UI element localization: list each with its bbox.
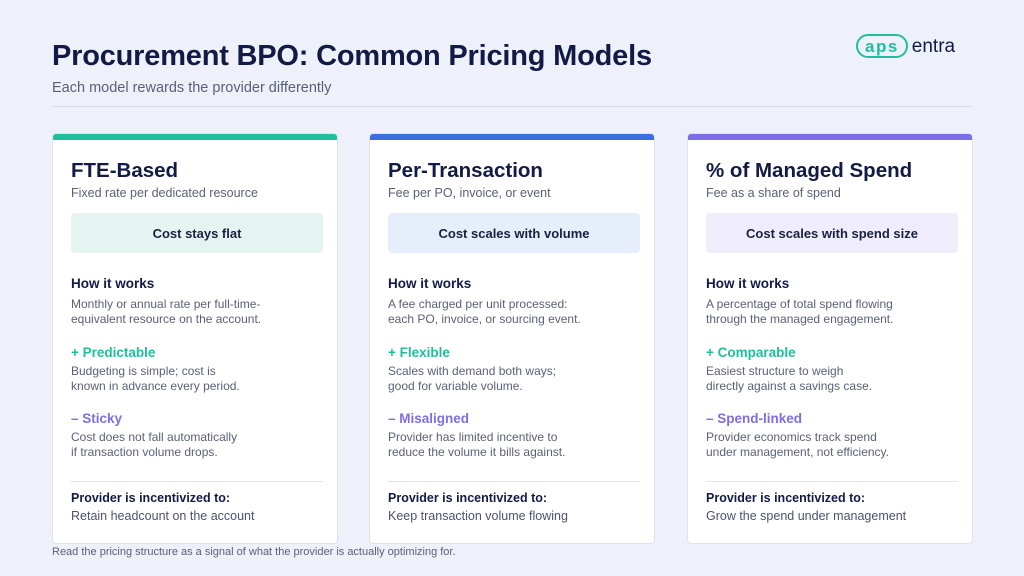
pro-line-1: Budgeting is simple; cost is <box>71 364 216 378</box>
con-heading: – Sticky <box>71 411 123 426</box>
incentive-heading: Provider is incentivized to: <box>706 491 866 505</box>
con-line-1: Cost does not fall automatically <box>71 430 238 444</box>
card-separator <box>706 481 958 482</box>
how-line-1: A percentage of total spend flowing <box>706 297 893 311</box>
how-it-works-text: A fee charged per unit processed: each P… <box>388 297 638 327</box>
card-fte-based: FTE-Based Fixed rate per dedicated resou… <box>52 133 338 544</box>
how-it-works-heading: How it works <box>706 276 790 291</box>
pro-line-2: known in advance every period. <box>71 379 240 393</box>
incentive-text: Retain headcount on the account <box>71 509 255 523</box>
pro-line-1: Easiest structure to weigh <box>706 364 844 378</box>
incentive-heading: Provider is incentivized to: <box>388 491 548 505</box>
card-separator <box>388 481 640 482</box>
card-title: % of Managed Spend <box>706 159 913 182</box>
pro-text: Easiest structure to weigh directly agai… <box>706 364 956 394</box>
how-line-2: through the managed engagement. <box>706 312 894 326</box>
con-line-1: Provider economics track spend <box>706 430 877 444</box>
how-it-works-text: Monthly or annual rate per full-time- eq… <box>71 297 321 327</box>
pro-line-2: good for variable volume. <box>388 379 523 393</box>
cost-pill: Cost scales with spend size <box>706 213 958 253</box>
con-text: Provider has limited incentive to reduce… <box>388 430 638 460</box>
cost-pill: Cost scales with volume <box>388 213 640 253</box>
incentive-text: Grow the spend under management <box>706 509 907 523</box>
logo-text: entra <box>911 35 956 57</box>
footer-note: Read the pricing structure as a signal o… <box>52 546 456 558</box>
card-subtitle: Fee per PO, invoice, or event <box>388 186 551 200</box>
con-heading: – Misaligned <box>388 411 470 426</box>
pro-line-2: directly against a savings case. <box>706 379 873 393</box>
cost-pill: Cost stays flat <box>71 213 323 253</box>
pro-text: Scales with demand both ways; good for v… <box>388 364 638 394</box>
card-per-transaction: Per-Transaction Fee per PO, invoice, or … <box>369 133 655 544</box>
how-line-2: equivalent resource on the account. <box>71 312 262 326</box>
pro-heading: + Comparable <box>706 345 796 360</box>
con-heading: – Spend-linked <box>706 411 803 426</box>
card-title: Per-Transaction <box>388 159 543 182</box>
con-text: Cost does not fall automatically if tran… <box>71 430 321 460</box>
page-title: Procurement BPO: Common Pricing Models <box>52 40 652 72</box>
pro-line-1: Scales with demand both ways; <box>388 364 557 378</box>
how-it-works-text: A percentage of total spend flowing thro… <box>706 297 956 327</box>
pro-heading: + Predictable <box>71 345 156 360</box>
card-accent-bar <box>688 134 972 140</box>
card-subtitle: Fixed rate per dedicated resource <box>71 186 258 200</box>
card-accent-bar <box>53 134 337 140</box>
apsentra-logo: aps entra <box>856 33 955 59</box>
header-divider <box>52 106 972 107</box>
page-subtitle: Each model rewards the provider differen… <box>52 80 332 96</box>
logo-pill: aps <box>856 34 908 58</box>
how-it-works-heading: How it works <box>71 276 155 291</box>
how-line-2: each PO, invoice, or sourcing event. <box>388 312 581 326</box>
con-line-2: under management, not efficiency. <box>706 445 889 459</box>
card-separator <box>71 481 323 482</box>
card-title: FTE-Based <box>71 159 179 182</box>
how-line-1: A fee charged per unit processed: <box>388 297 568 311</box>
card-accent-bar <box>370 134 654 140</box>
incentive-text: Keep transaction volume flowing <box>388 509 568 523</box>
pro-text: Budgeting is simple; cost is known in ad… <box>71 364 321 394</box>
card-managed-spend: % of Managed Spend Fee as a share of spe… <box>687 133 973 544</box>
con-line-2: if transaction volume drops. <box>71 445 218 459</box>
con-line-1: Provider has limited incentive to <box>388 430 558 444</box>
con-line-2: reduce the volume it bills against. <box>388 445 566 459</box>
how-line-1: Monthly or annual rate per full-time- <box>71 297 261 311</box>
card-subtitle: Fee as a share of spend <box>706 186 841 200</box>
incentive-heading: Provider is incentivized to: <box>71 491 231 505</box>
pro-heading: + Flexible <box>388 345 450 360</box>
con-text: Provider economics track spend under man… <box>706 430 956 460</box>
how-it-works-heading: How it works <box>388 276 472 291</box>
